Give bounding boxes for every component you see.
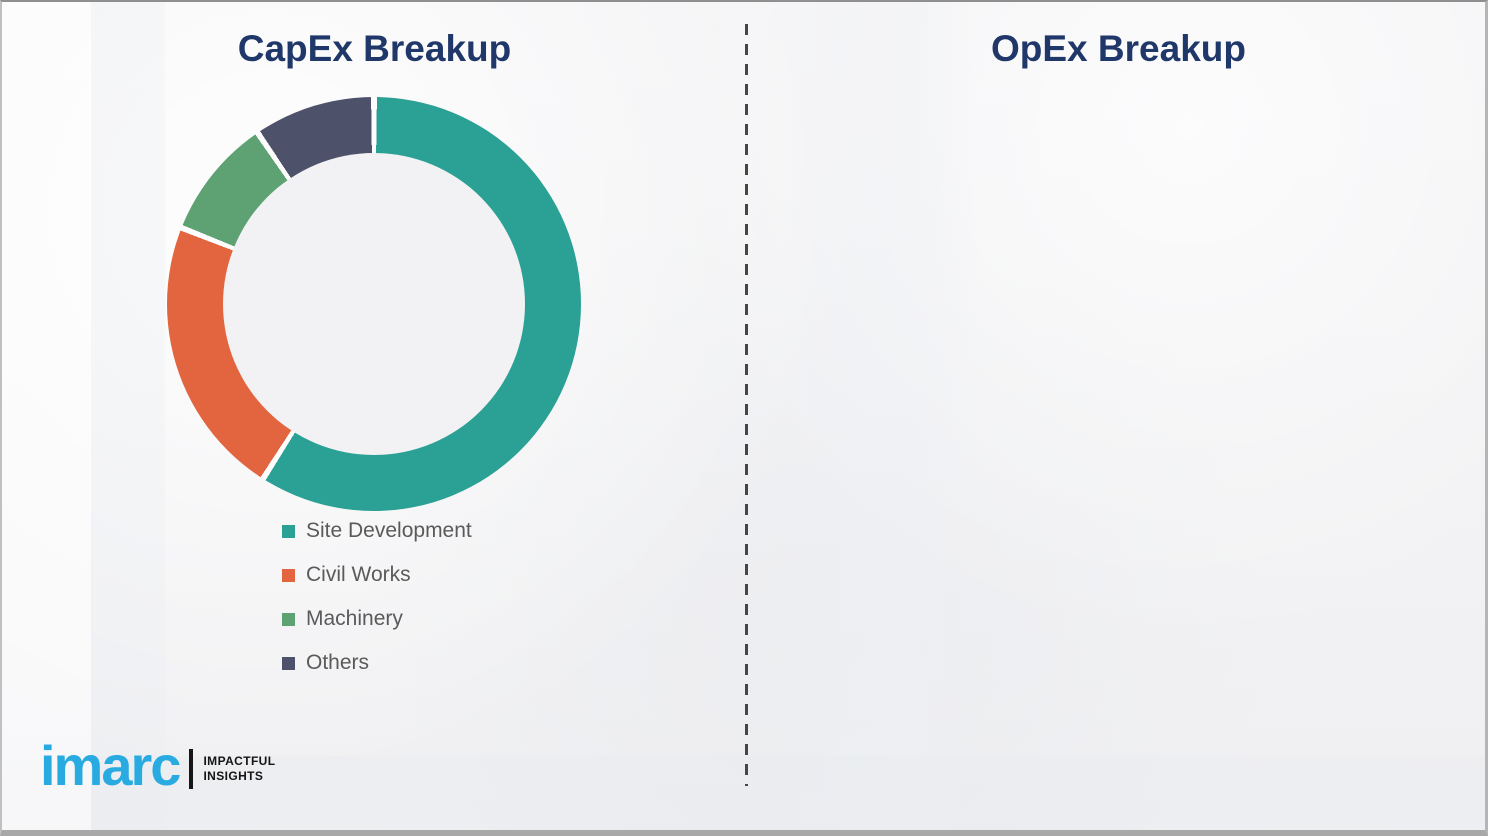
capex-donut-hole (223, 153, 525, 455)
legend-item: Others (282, 651, 472, 674)
legend-label: Civil Works (306, 563, 411, 586)
legend-item: Machinery (282, 607, 472, 630)
imarc-wordmark: imarc (40, 734, 181, 797)
legend-swatch (282, 524, 295, 538)
logo-tagline-line1: IMPACTFUL (203, 754, 276, 768)
opex-title: OpEx Breakup (991, 28, 1246, 69)
logo-tagline: IMPACTFUL INSIGHTS (203, 754, 275, 784)
legend-label: Site Development (306, 519, 472, 542)
capex-panel: CapEx Breakup Site Development Civil Work… (2, 2, 747, 830)
legend-label: Others (306, 651, 370, 674)
imarc-logo: imarc IMPACTFUL INSIGHTS (40, 738, 275, 794)
capex-legend: Site Development Civil Works Machinery Othe… (282, 519, 472, 696)
legend-swatch (282, 612, 295, 626)
logo-divider-bar (189, 749, 194, 789)
legend-label: Machinery (306, 607, 403, 630)
legend-swatch (282, 656, 295, 670)
legend-item: Civil Works (282, 563, 472, 586)
legend-item: Site Development (282, 519, 472, 542)
capex-donut-chart (167, 97, 581, 511)
legend-swatch (282, 568, 295, 582)
capex-title: CapEx Breakup (237, 28, 512, 69)
divider-dashed-line (745, 24, 748, 786)
logo-tagline-line2: INSIGHTS (203, 769, 264, 783)
opex-panel: OpEx Breakup Raw MaterialsSalaries and W… (747, 2, 1488, 830)
